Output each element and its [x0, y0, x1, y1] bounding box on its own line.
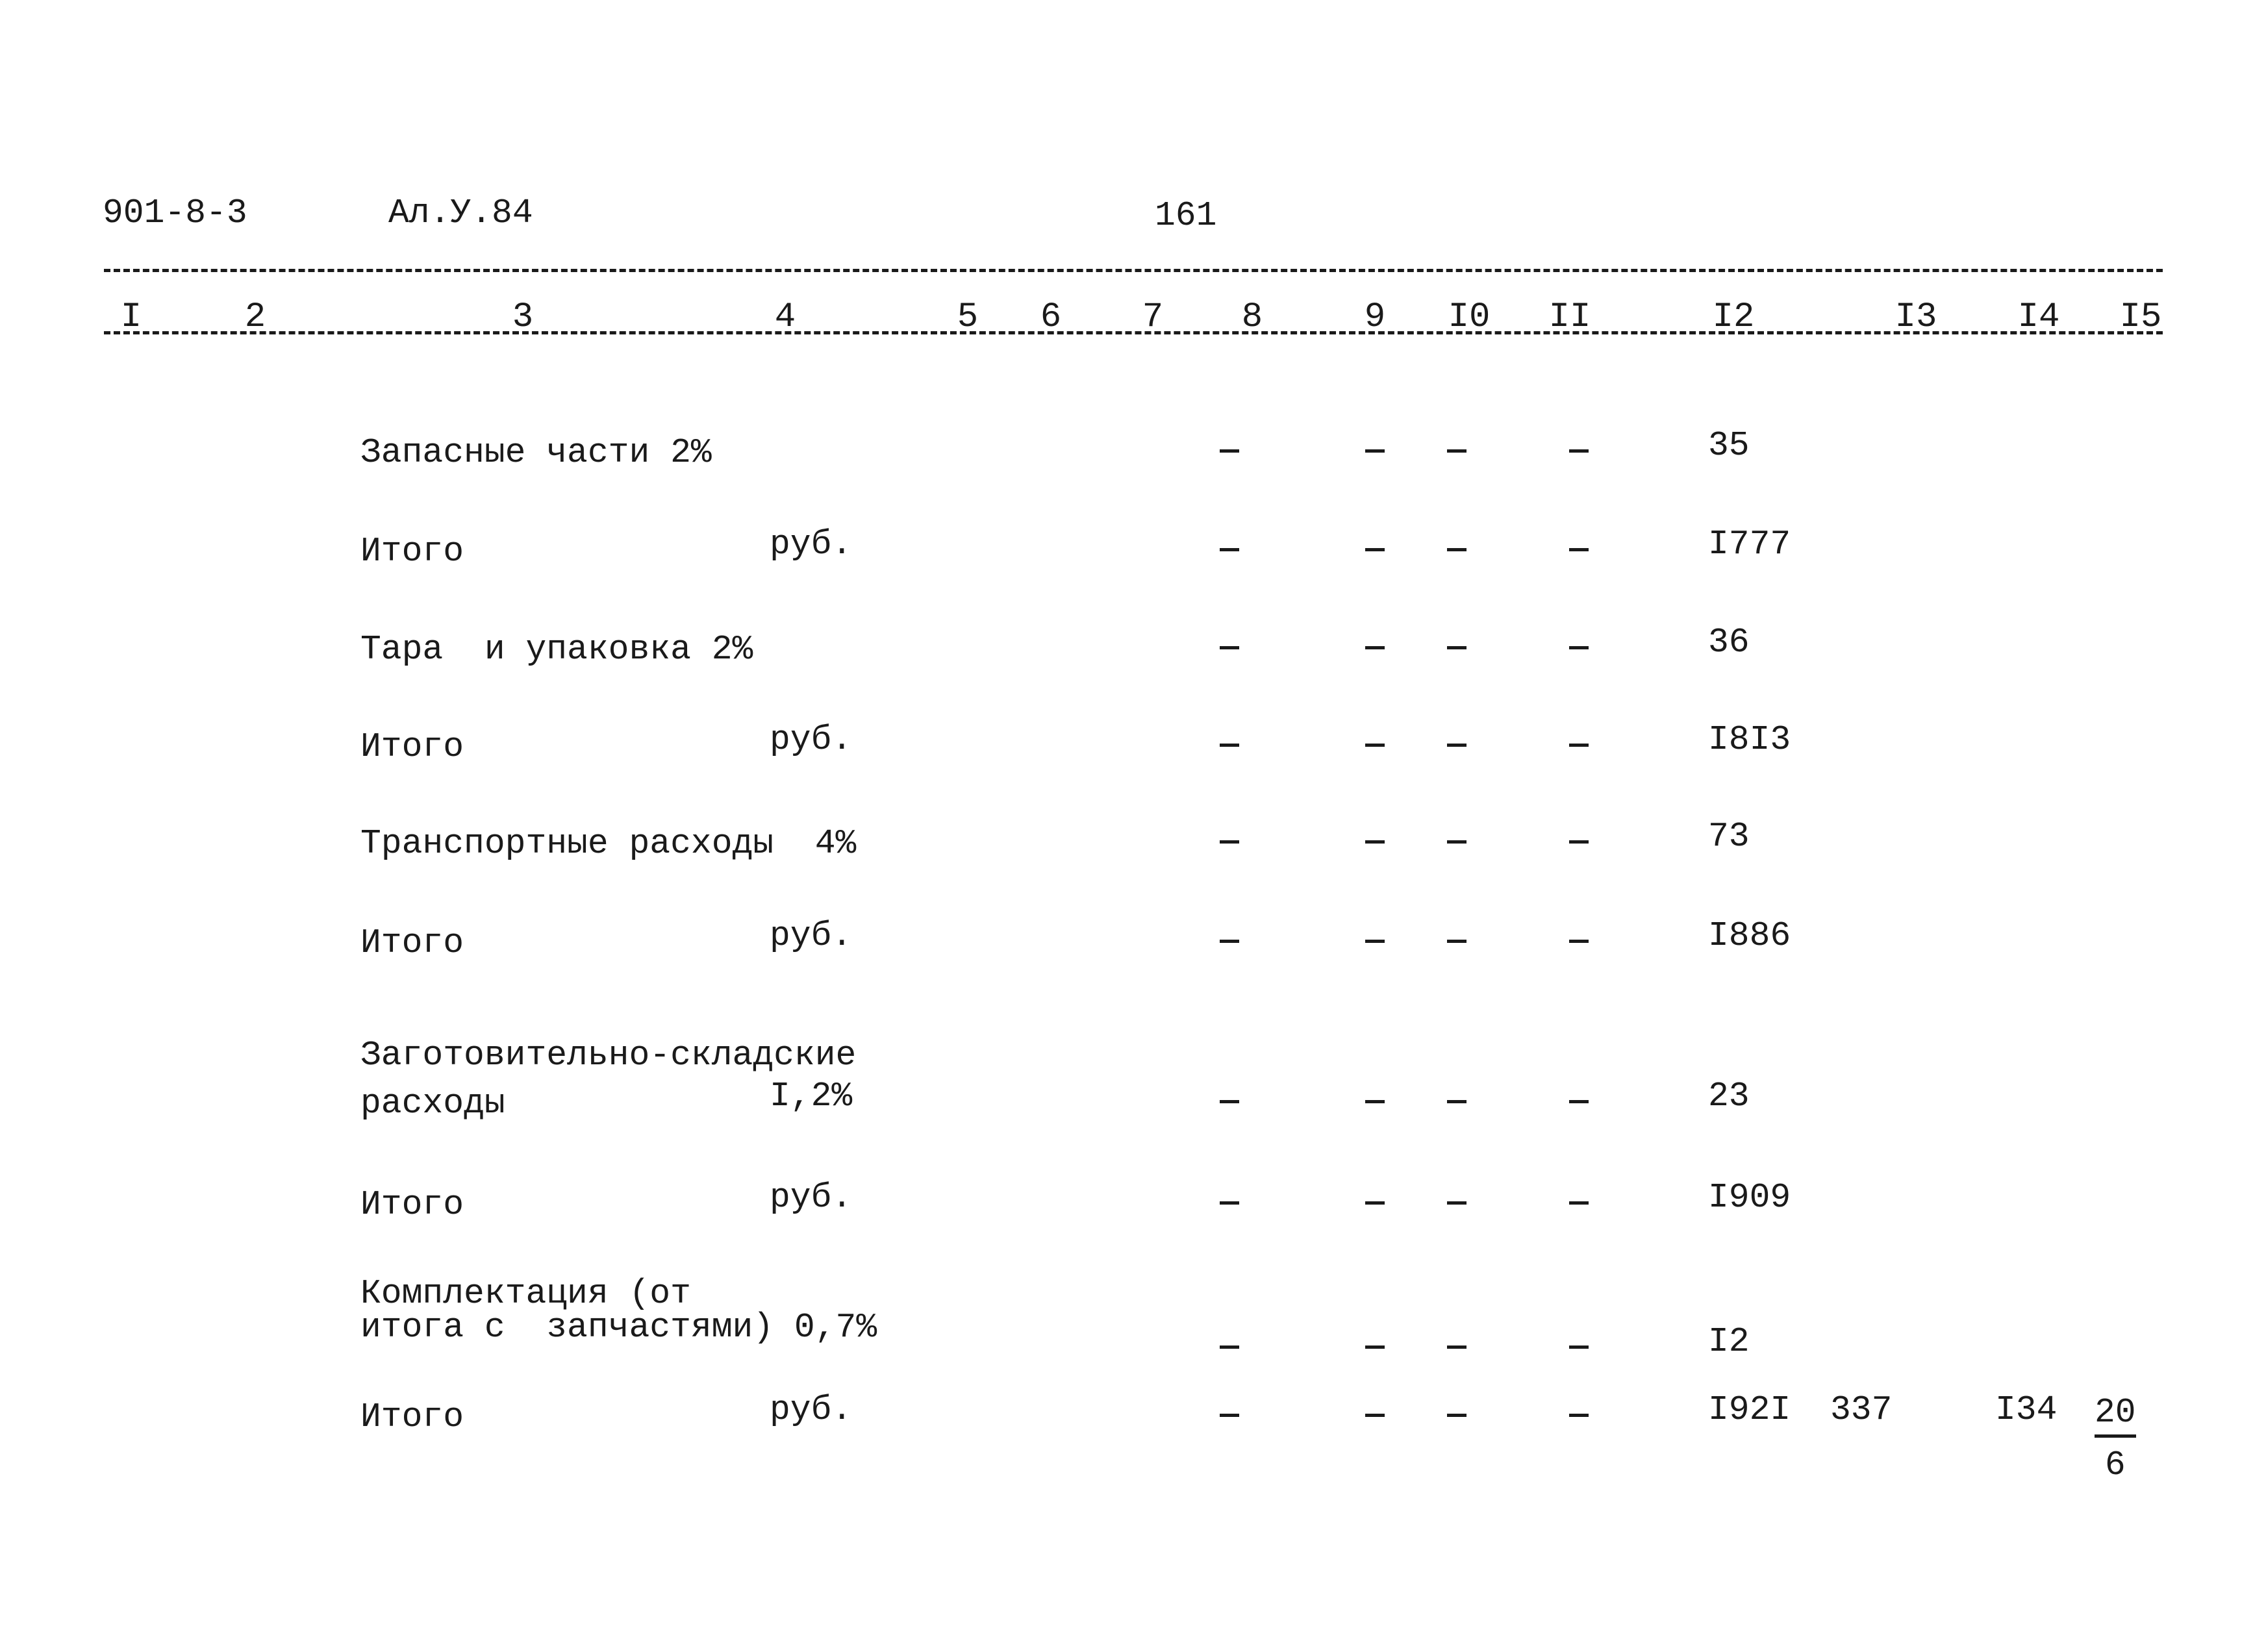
dash-mark [1447, 1345, 1467, 1349]
row-value-col12: I777 [1708, 525, 1791, 564]
page-number: 161 [1155, 196, 1217, 235]
column-number: I3 [1895, 297, 1937, 337]
dash-mark [1365, 1345, 1385, 1349]
row-value-col12: I8I3 [1708, 720, 1791, 759]
header-bottom-rule [104, 331, 2163, 334]
dash-mark [1447, 548, 1467, 551]
dash-mark [1447, 940, 1467, 943]
dash-mark [1569, 1414, 1589, 1417]
dash-mark [1365, 646, 1385, 649]
dash-mark [1365, 1201, 1385, 1205]
dash-mark [1365, 1100, 1385, 1103]
dash-mark [1365, 1414, 1385, 1417]
row-value-col12: I2 [1708, 1322, 1750, 1361]
row-unit: руб. [770, 1178, 853, 1217]
row-value-col14: I34 [1995, 1390, 2058, 1429]
column-number: I2 [1712, 297, 1755, 337]
row-value-col12: 73 [1708, 817, 1750, 856]
dash-mark [1220, 744, 1239, 747]
row-unit: руб. [770, 916, 853, 955]
row-label: Тара и упаковка 2% [360, 630, 753, 669]
dash-mark [1365, 940, 1385, 943]
row-label: Транспортные расходы 4% [360, 824, 857, 863]
dash-mark [1365, 449, 1385, 453]
dash-mark [1220, 840, 1239, 844]
row-value-col12: I92I [1708, 1390, 1791, 1429]
column-number: 7 [1142, 297, 1164, 337]
dash-mark [1447, 1201, 1467, 1205]
dash-mark [1220, 548, 1239, 551]
column-number: I5 [2119, 297, 2162, 337]
dash-mark [1447, 449, 1467, 453]
column-number: 9 [1364, 297, 1386, 337]
dash-mark [1569, 1100, 1589, 1103]
dash-mark [1220, 1201, 1239, 1205]
dash-mark [1220, 1100, 1239, 1103]
dash-mark [1365, 744, 1385, 747]
column-number: II [1548, 297, 1591, 337]
fraction-col15: 20 6 [2095, 1393, 2136, 1484]
column-number: 3 [512, 297, 534, 337]
dash-mark [1569, 548, 1589, 551]
row-unit: I,2% [770, 1077, 853, 1116]
dash-mark [1569, 1201, 1589, 1205]
dash-mark [1365, 548, 1385, 551]
dash-mark [1569, 840, 1589, 844]
dash-mark [1220, 449, 1239, 453]
dash-mark [1569, 1345, 1589, 1349]
dash-mark [1447, 646, 1467, 649]
row-value-col12: 35 [1708, 426, 1750, 465]
doc-code: 901-8-3 [103, 194, 247, 232]
header-top-rule [104, 269, 2163, 272]
column-number: 8 [1241, 297, 1263, 337]
column-number: 4 [774, 297, 796, 337]
column-number: I4 [2017, 297, 2060, 337]
row-value-col12: 23 [1708, 1077, 1750, 1116]
album-ref: Ал.У.84 [388, 194, 533, 232]
row-label: Итого [360, 1397, 464, 1436]
dash-mark [1569, 449, 1589, 453]
row-unit: руб. [770, 720, 853, 759]
dash-mark [1447, 840, 1467, 844]
dash-mark [1569, 940, 1589, 943]
row-label: Комплектация (от итога с запчастями) 0,7… [360, 1274, 877, 1347]
dash-mark [1220, 646, 1239, 649]
row-value-col13: 337 [1830, 1390, 1893, 1429]
dash-mark [1447, 1414, 1467, 1417]
dash-mark [1569, 744, 1589, 747]
column-number: 5 [957, 297, 979, 337]
row-label: Заготовительно-складские расходы [360, 1036, 857, 1123]
column-number: 2 [244, 297, 266, 337]
row-value-col12: I909 [1708, 1178, 1791, 1217]
fraction-denominator: 6 [2104, 1446, 2126, 1484]
row-label: Итого [360, 532, 464, 571]
row-label: Итого [360, 1185, 464, 1224]
dash-mark [1220, 1345, 1239, 1349]
row-unit: руб. [770, 525, 853, 564]
dash-mark [1220, 940, 1239, 943]
row-label: Итого [360, 923, 464, 962]
dash-mark [1220, 1414, 1239, 1417]
dash-mark [1365, 840, 1385, 844]
row-value-col12: 36 [1708, 623, 1750, 662]
row-unit: руб. [770, 1390, 853, 1429]
dash-mark [1447, 1100, 1467, 1103]
dash-mark [1569, 646, 1589, 649]
column-number: 6 [1040, 297, 1062, 337]
fraction-numerator: 20 [2095, 1393, 2136, 1438]
row-label: Итого [360, 727, 464, 766]
row-value-col12: I886 [1708, 916, 1791, 955]
row-label: Запасные части 2% [360, 433, 712, 472]
column-number: I [120, 297, 142, 337]
dash-mark [1447, 744, 1467, 747]
column-number: I0 [1448, 297, 1491, 337]
